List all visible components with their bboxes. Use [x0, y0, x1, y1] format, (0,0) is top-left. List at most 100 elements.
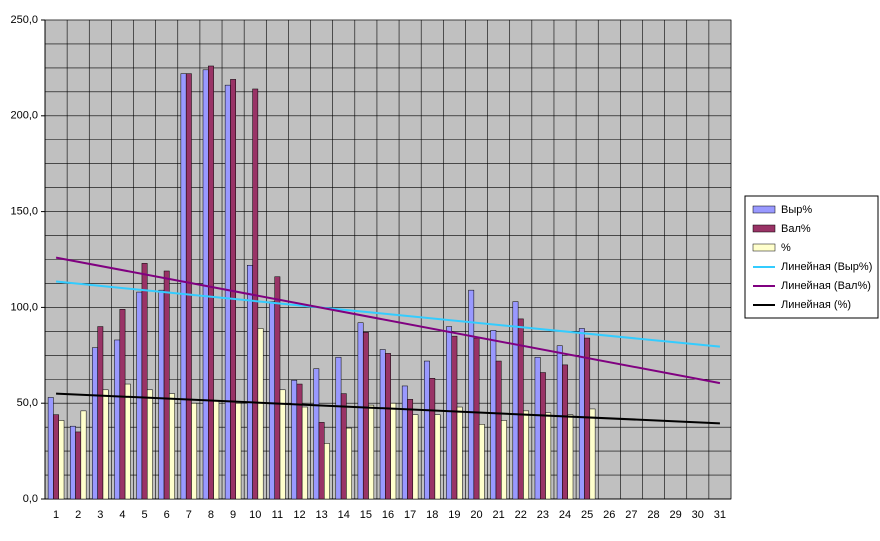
bar: [213, 401, 220, 500]
bar: [434, 414, 441, 500]
x-tick-label: 12: [293, 509, 305, 521]
bar: [169, 393, 175, 500]
bar: [136, 291, 143, 500]
bar: [407, 399, 414, 500]
bar: [158, 289, 165, 500]
bar: [208, 65, 214, 500]
legend-label: Линейная (%): [781, 299, 851, 311]
bar: [362, 332, 369, 500]
x-tick-label: 3: [97, 509, 103, 521]
bar: [401, 385, 408, 500]
x-tick-label: 15: [360, 509, 372, 521]
bar: [224, 84, 231, 500]
bar: [523, 410, 529, 500]
bar: [114, 339, 121, 500]
bar: [385, 353, 391, 500]
x-tick-label: 24: [559, 509, 571, 521]
x-tick-label: 6: [164, 509, 170, 521]
bar: [589, 408, 596, 500]
bar: [539, 372, 546, 500]
legend-swatch: [752, 205, 776, 214]
bar: [69, 425, 76, 500]
bar: [490, 330, 497, 500]
x-tick-label: 10: [249, 509, 261, 521]
x-tick-label: 31: [714, 509, 726, 521]
bar: [313, 368, 320, 500]
trendline: [56, 392, 720, 425]
y-tick-label: 200,0: [10, 110, 38, 122]
bar: [584, 337, 591, 500]
y-tick-label: 50,0: [17, 397, 38, 409]
bar: [473, 337, 480, 500]
legend-swatch: [752, 243, 776, 252]
x-tick-label: 21: [493, 509, 505, 521]
bar: [102, 389, 109, 500]
bar: [119, 309, 126, 500]
x-tick-label: 4: [119, 509, 125, 521]
bar: [180, 73, 187, 500]
x-tick-label: 11: [272, 509, 283, 521]
bar: [495, 360, 502, 500]
x-tick-label: 20: [470, 509, 482, 521]
bar: [230, 79, 237, 500]
bar: [47, 397, 54, 500]
bar: [346, 427, 352, 500]
bar: [424, 360, 430, 500]
bar: [578, 328, 585, 500]
legend-label: Линейная (Вал%): [781, 280, 871, 292]
x-tick-label: 30: [692, 509, 704, 521]
bar: [512, 301, 519, 500]
bar: [141, 263, 148, 500]
bar: [478, 424, 485, 500]
x-tick-label: 29: [670, 509, 682, 521]
legend: [744, 195, 879, 319]
x-tick-label: 25: [581, 509, 593, 521]
y-tick-label: 100,0: [10, 301, 38, 313]
bar: [80, 410, 87, 500]
x-tick-label: 16: [382, 509, 394, 521]
x-tick-label: 26: [603, 509, 615, 521]
y-tick-label: 0,0: [23, 493, 38, 505]
y-tick-label: 150,0: [10, 206, 38, 218]
bar: [75, 431, 82, 500]
bar: [562, 364, 568, 500]
x-tick-label: 13: [315, 509, 327, 521]
bar: [446, 326, 452, 500]
bar: [501, 420, 507, 500]
bar: [235, 402, 242, 500]
bar: [163, 270, 170, 500]
x-tick-label: 19: [448, 509, 460, 521]
bar: [257, 328, 264, 500]
bar: [301, 406, 308, 500]
x-tick-label: 18: [426, 509, 438, 521]
legend-swatch: [752, 224, 776, 233]
x-tick-label: 2: [75, 509, 81, 521]
legend-label: Линейная (Выр%): [781, 261, 872, 273]
x-tick-label: 1: [53, 509, 59, 521]
y-tick-label: 250,0: [10, 14, 38, 26]
bar: [97, 326, 104, 500]
x-tick-label: 27: [625, 509, 637, 521]
bar: [269, 301, 275, 500]
bar: [324, 443, 330, 500]
bar: [340, 393, 347, 500]
x-tick-label: 14: [338, 509, 350, 521]
trendline: [55, 280, 721, 348]
bar: [202, 69, 209, 500]
bar: [185, 73, 192, 500]
bar: [279, 389, 286, 500]
bar: [53, 414, 59, 500]
x-tick-label: 23: [537, 509, 549, 521]
bar: [92, 347, 98, 500]
bar: [58, 420, 65, 500]
x-tick-label: 28: [647, 509, 659, 521]
bar: [534, 356, 541, 500]
bar: [517, 318, 524, 500]
legend-label: %: [781, 242, 791, 254]
bar: [146, 389, 153, 500]
bar: [274, 276, 281, 500]
bar: [429, 378, 436, 500]
bar: [379, 349, 386, 500]
bar: [368, 404, 375, 500]
